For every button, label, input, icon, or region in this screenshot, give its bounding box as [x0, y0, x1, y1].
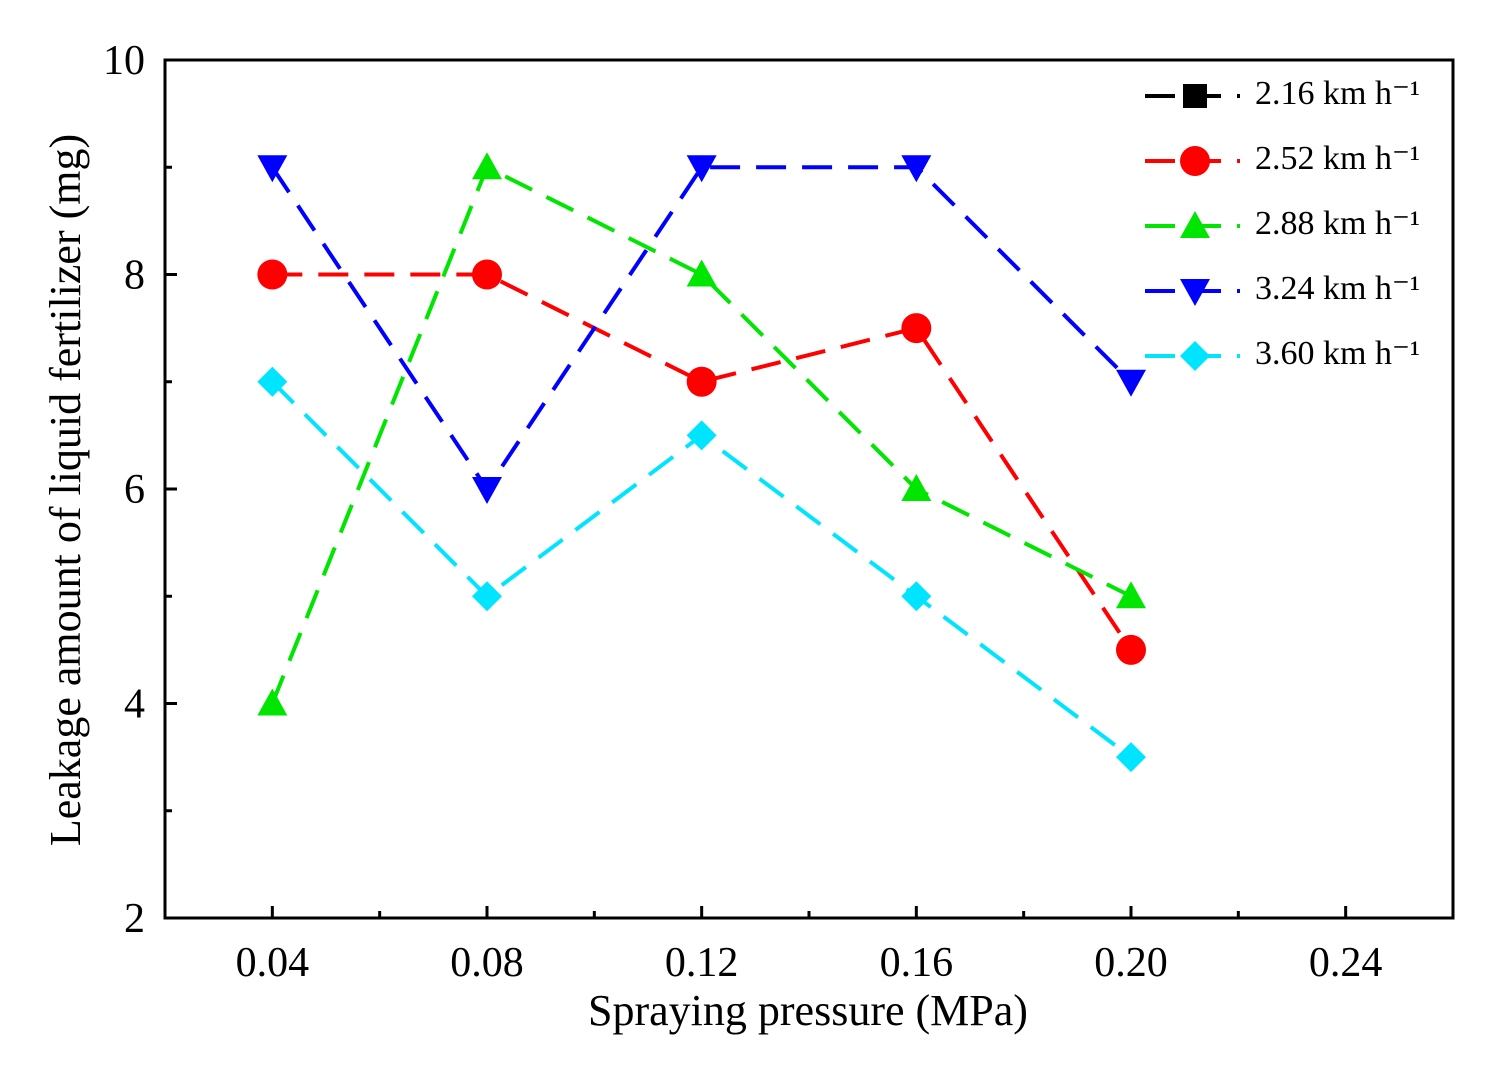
marker — [257, 366, 288, 397]
marker — [901, 581, 932, 612]
y-tick-label: 10 — [103, 38, 145, 84]
y-axis-label: Leakage amount of liquid fertilizer (mg) — [41, 134, 90, 846]
marker — [472, 477, 502, 504]
marker — [1180, 211, 1210, 238]
x-tick-label: 0.20 — [1094, 940, 1168, 986]
legend-label: 3.24 km h⁻¹ — [1255, 270, 1420, 307]
marker — [686, 366, 717, 397]
marker — [1116, 581, 1146, 609]
series-line — [270, 164, 1132, 705]
x-tick-label: 0.12 — [665, 940, 739, 986]
series-line — [270, 165, 1133, 493]
legend-label: 2.88 km h⁻¹ — [1255, 205, 1420, 242]
y-tick-label: 8 — [124, 253, 145, 299]
marker — [686, 155, 717, 183]
x-axis-label: Spraying pressure (MPa) — [588, 986, 1028, 1035]
marker — [1180, 279, 1210, 306]
y-tick-label: 2 — [124, 896, 145, 942]
x-tick-label: 0.24 — [1309, 940, 1383, 986]
marker — [257, 688, 288, 716]
marker — [901, 474, 932, 501]
marker — [1116, 634, 1146, 665]
x-tick-label: 0.08 — [450, 940, 524, 986]
marker — [472, 152, 502, 180]
marker — [1180, 146, 1210, 176]
marker — [686, 259, 717, 287]
marker — [472, 581, 502, 612]
marker — [1116, 742, 1146, 773]
y-tick-label: 6 — [124, 467, 145, 513]
marker — [686, 420, 717, 451]
x-tick-label: 0.04 — [236, 940, 310, 986]
legend-label: 2.16 km h⁻¹ — [1255, 75, 1420, 112]
y-tick-label: 4 — [124, 682, 145, 728]
marker — [901, 313, 932, 344]
x-tick-label: 0.16 — [880, 940, 954, 986]
marker — [257, 259, 288, 290]
marker — [1116, 369, 1146, 397]
legend-label: 2.52 km h⁻¹ — [1255, 140, 1420, 177]
marker — [1180, 341, 1210, 371]
marker — [1183, 84, 1207, 108]
marker — [257, 155, 288, 183]
series-line — [272, 272, 1133, 651]
legend-label: 3.60 km h⁻¹ — [1255, 335, 1420, 372]
marker — [901, 155, 932, 183]
marker — [472, 259, 502, 290]
